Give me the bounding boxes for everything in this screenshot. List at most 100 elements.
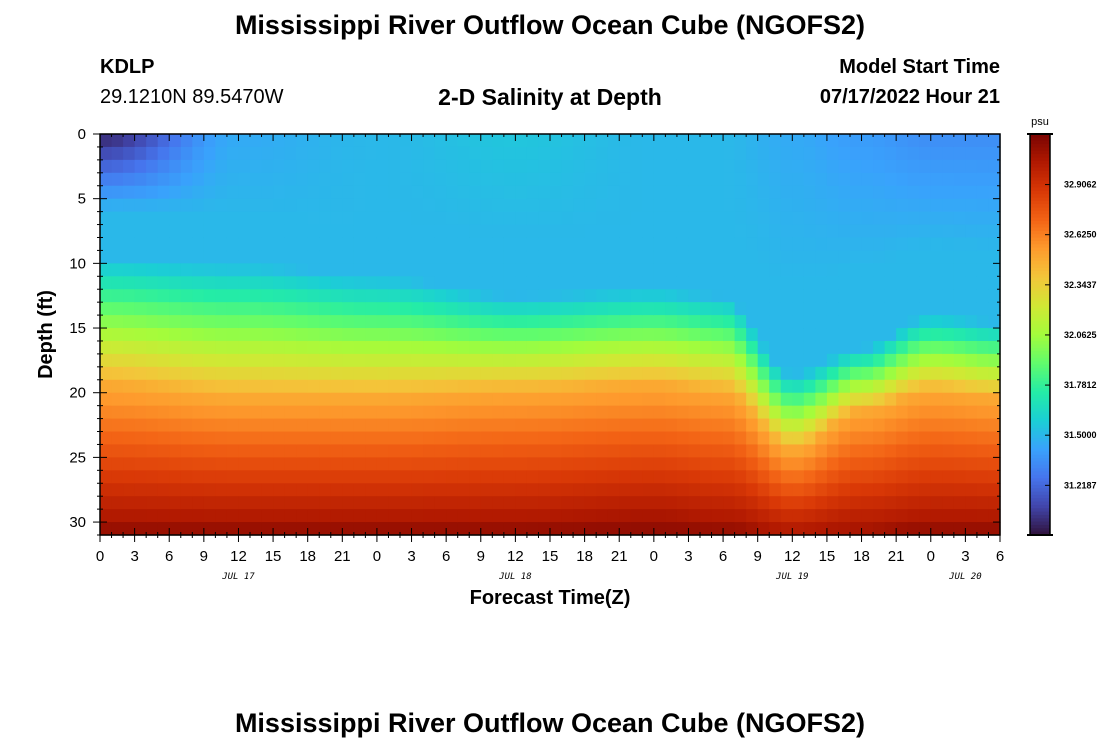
heatmap-cell [930, 263, 943, 277]
heatmap-cell [400, 405, 413, 420]
heatmap-cell [284, 224, 297, 239]
heatmap-cell [596, 470, 609, 484]
heatmap-cell [526, 418, 540, 433]
y-tick-label: 20 [69, 385, 86, 402]
heatmap-cell [250, 444, 263, 458]
heatmap-cell [619, 276, 632, 290]
heatmap-cell [723, 328, 736, 342]
colorbar-tick-label: 31.7812 [1064, 380, 1097, 390]
heatmap-cell [203, 159, 216, 174]
colorbar-step [1030, 267, 1050, 272]
heatmap-cell [307, 392, 320, 407]
heatmap-cell [953, 483, 966, 497]
heatmap-cell [123, 198, 136, 213]
heatmap-cell [607, 237, 620, 252]
heatmap-cell [757, 237, 770, 252]
heatmap-cell [884, 392, 897, 407]
heatmap-cell [561, 198, 574, 213]
y-tick-label: 15 [69, 320, 86, 337]
heatmap-cell [284, 159, 297, 174]
colorbar-step [1030, 474, 1050, 479]
heatmap-cell [884, 276, 897, 290]
heatmap-cell [376, 250, 390, 264]
heatmap-cell [838, 172, 851, 187]
heatmap-cell [884, 405, 897, 420]
heatmap-cell [769, 431, 782, 446]
heatmap-cell [815, 276, 828, 290]
heatmap-cell [642, 276, 655, 290]
heatmap-cell [480, 392, 493, 407]
y-tick-label: 5 [78, 191, 86, 208]
heatmap-cell [850, 263, 863, 277]
heatmap-cell [780, 250, 793, 264]
heatmap-cell [550, 302, 563, 316]
heatmap-cell [134, 328, 147, 342]
heatmap-cell [307, 172, 320, 187]
heatmap-cell [169, 224, 182, 239]
heatmap-cell [273, 211, 286, 226]
heatmap-cell [526, 172, 540, 187]
heatmap-cell [838, 483, 851, 497]
colorbar-step [1030, 441, 1050, 446]
colorbar-step [1030, 344, 1050, 349]
heatmap-cell [261, 509, 274, 523]
heatmap-cell [769, 353, 782, 368]
heatmap-cell [965, 237, 978, 252]
heatmap-cell [457, 431, 470, 446]
heatmap-cell [561, 315, 574, 329]
heatmap-cell [365, 483, 378, 497]
heatmap-cell [330, 263, 343, 277]
heatmap-cell [388, 146, 401, 161]
heatmap-cell [215, 211, 228, 226]
heatmap-cell [538, 392, 551, 407]
heatmap-cell [492, 185, 505, 200]
heatmap-cell [446, 315, 459, 329]
heatmap-cell [838, 418, 851, 433]
heatmap-cell [676, 457, 690, 471]
x-tick-label: 18 [299, 548, 316, 565]
heatmap-cell [815, 237, 828, 252]
heatmap-cell [180, 328, 193, 342]
colorbar-step [1030, 414, 1050, 419]
heatmap-cell [653, 496, 666, 510]
heatmap-cell [180, 470, 193, 484]
heatmap-cell [169, 198, 182, 213]
heatmap-cell [803, 289, 816, 303]
heatmap-cell [469, 289, 482, 303]
heatmap-cell [423, 159, 436, 174]
colorbar-step [1030, 150, 1050, 155]
heatmap-cell [226, 353, 240, 368]
heatmap-cell [561, 431, 574, 446]
heatmap-cell [446, 289, 459, 303]
heatmap-cell [250, 483, 263, 497]
colorbar-step [1030, 454, 1050, 459]
heatmap-cell [100, 237, 113, 252]
heatmap-cell [907, 237, 920, 252]
heatmap-cell [757, 522, 770, 536]
heatmap-cell [411, 211, 424, 226]
heatmap-cell [480, 470, 493, 484]
heatmap-cell [134, 237, 147, 252]
heatmap-cell [942, 353, 955, 368]
heatmap-cell [330, 250, 343, 264]
heatmap-cell [803, 224, 816, 239]
heatmap-cell [953, 353, 966, 368]
heatmap-cell [550, 444, 563, 458]
heatmap-cell [688, 366, 701, 381]
colorbar-step [1030, 394, 1050, 399]
heatmap-cell [100, 172, 113, 187]
heatmap-cell [342, 289, 355, 303]
heatmap-cell [342, 379, 355, 394]
heatmap-cell [746, 211, 759, 226]
heatmap-cell [307, 405, 320, 420]
heatmap-cell [192, 328, 205, 342]
heatmap-cell [526, 302, 540, 316]
heatmap-cell [423, 237, 436, 252]
heatmap-cell [550, 379, 563, 394]
heatmap-cell [261, 315, 274, 329]
heatmap-cell [700, 379, 713, 394]
heatmap-cell [630, 496, 643, 510]
heatmap-cell [976, 444, 990, 458]
heatmap-cell [284, 392, 297, 407]
heatmap-cell [100, 185, 113, 200]
